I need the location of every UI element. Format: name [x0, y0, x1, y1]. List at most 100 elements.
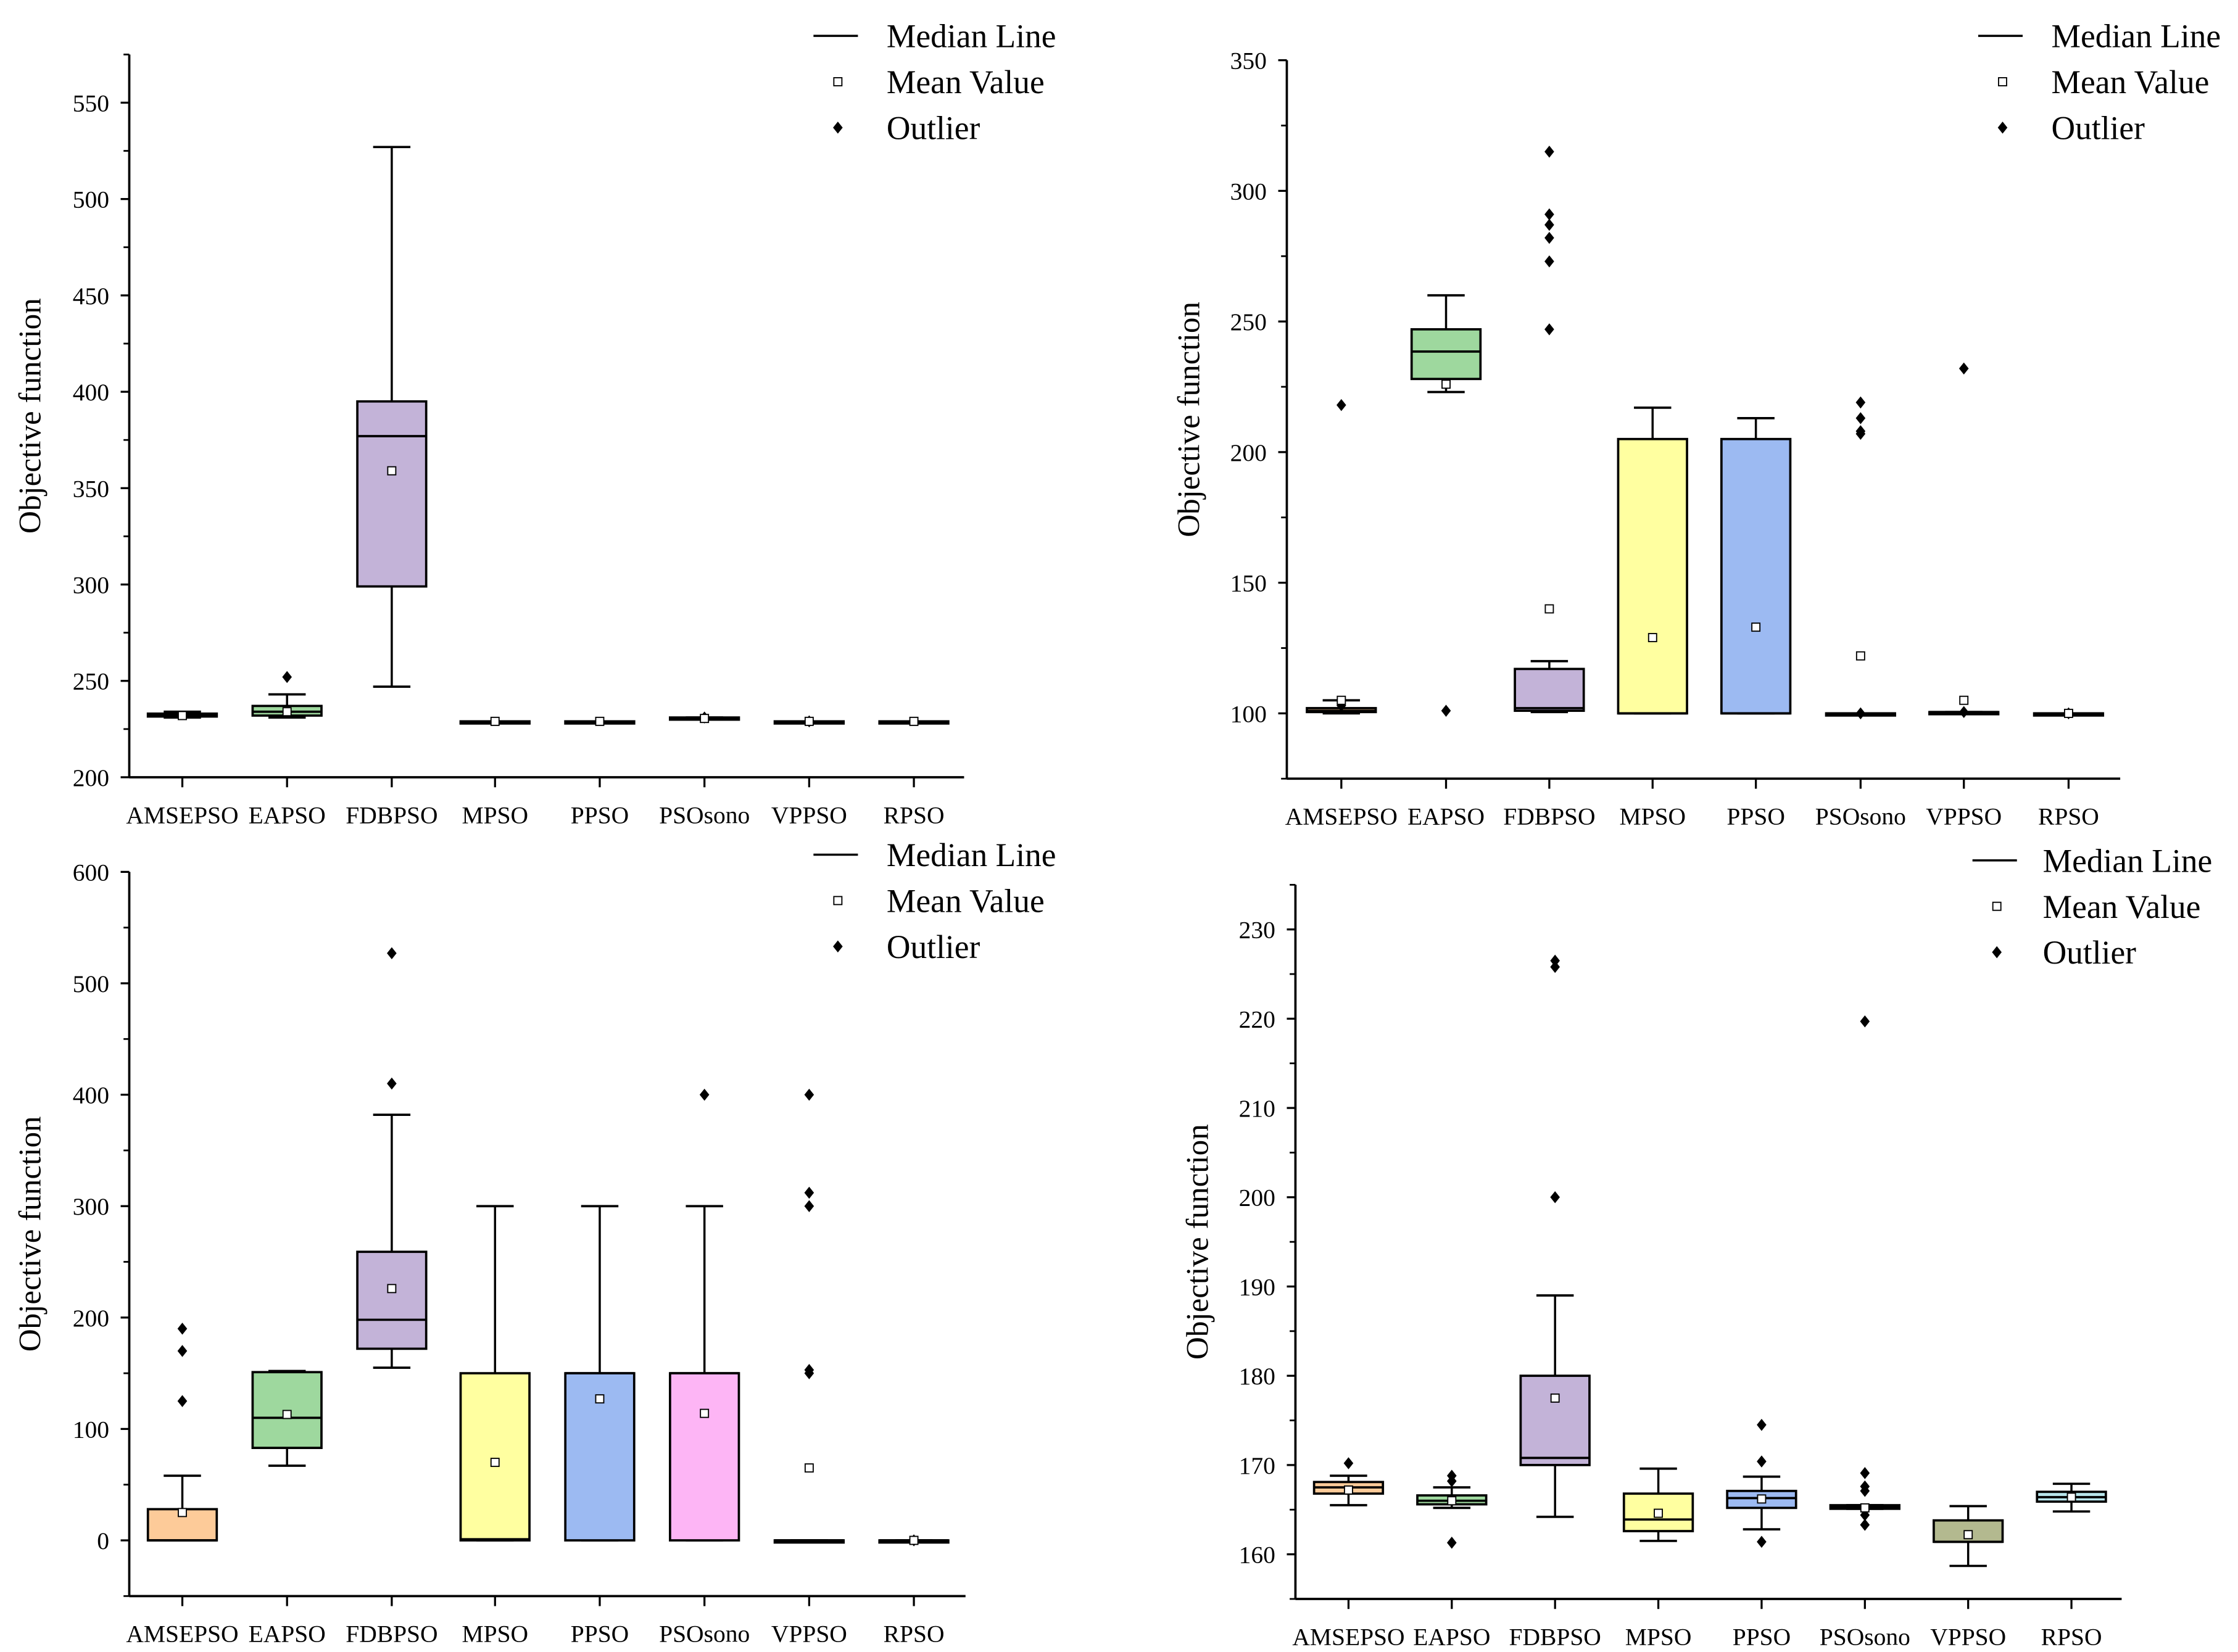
mean-marker	[1654, 1508, 1664, 1518]
outlier-point	[177, 1345, 188, 1357]
mean-marker	[1751, 622, 1761, 632]
legend: Median Line Mean Value Outlier	[1978, 18, 2221, 146]
box-AMSEPSO	[146, 1323, 218, 1542]
box-MPSO	[459, 1205, 531, 1542]
y-tick-label: 200	[1239, 1184, 1275, 1212]
y-axis-label: Objective function	[1172, 302, 1207, 537]
y-tick-label: 190	[1239, 1273, 1275, 1300]
legend-mean-square-icon	[833, 896, 843, 906]
iqr-box	[1720, 437, 1792, 715]
legend-mean-square-icon	[1998, 77, 2007, 86]
mean-marker	[804, 1463, 814, 1473]
mean-marker	[282, 1410, 292, 1419]
outlier-point	[1757, 1535, 1767, 1548]
x-tick-label: AMSEPSO	[126, 1621, 238, 1648]
box-VPPSO	[1928, 362, 2000, 719]
x-tick-label: AMSEPSO	[126, 801, 238, 828]
box-AMSEPSO	[1312, 1457, 1385, 1506]
box-RPSO	[2033, 707, 2105, 720]
outlier-point	[1550, 1191, 1560, 1204]
legend-median-label: Median Line	[887, 836, 1056, 873]
x-tick-label: PSOsono	[659, 801, 750, 828]
mean-marker	[804, 716, 814, 726]
box-PPSO	[1726, 1419, 1797, 1548]
mean-marker	[700, 714, 710, 724]
box-MPSO	[1622, 1467, 1694, 1542]
legend-mean-square-icon	[1992, 901, 2002, 911]
x-tick-label: MPSO	[1625, 1623, 1692, 1650]
y-tick-label: 300	[73, 571, 109, 598]
mean-marker	[1959, 695, 1969, 705]
x-tick-label: RPSO	[2038, 803, 2099, 830]
legend-mean-label: Mean Value	[887, 64, 1045, 101]
outlier-point	[1441, 704, 1451, 717]
outlier-point	[177, 1323, 188, 1335]
outlier-point	[1544, 323, 1554, 336]
legend-median-label: Median Line	[2043, 842, 2213, 879]
mean-marker	[1544, 604, 1554, 614]
box-RPSO	[2036, 1482, 2107, 1513]
outlier-point	[282, 671, 292, 684]
box-EAPSO	[251, 1369, 323, 1467]
legend-outlier-diamond-icon	[833, 940, 843, 953]
legend-outlier-diamond-icon	[1997, 122, 2008, 134]
mean-marker	[1757, 1494, 1767, 1504]
legend-median-label: Median Line	[887, 18, 1056, 55]
y-tick-label: 300	[73, 1193, 109, 1220]
iqr-box	[1519, 1374, 1591, 1466]
y-tick-label: 230	[1239, 917, 1275, 944]
x-tick-label: EAPSO	[249, 801, 326, 828]
iqr-box	[356, 1250, 428, 1350]
box-FDBPSO	[356, 146, 428, 688]
box-MPSO	[459, 716, 531, 726]
y-tick-label: 250	[73, 668, 109, 695]
x-tick-label: FDBPSO	[1509, 1623, 1601, 1650]
legend: Median Line Mean Value Outlier	[813, 836, 1056, 965]
box-AMSEPSO	[146, 710, 218, 721]
outlier-point	[1544, 208, 1554, 221]
mean-marker	[909, 1535, 919, 1545]
outlier-point	[1544, 231, 1554, 244]
box-VPPSO	[1933, 1505, 2004, 1567]
x-tick-label: MPSO	[1619, 803, 1686, 830]
mean-marker	[490, 716, 500, 726]
mean-marker	[1344, 1485, 1353, 1495]
outlier-point	[1447, 1537, 1457, 1549]
mean-marker	[282, 707, 292, 717]
y-tick-label: 100	[1230, 700, 1267, 727]
box-AMSEPSO	[1306, 399, 1377, 715]
mean-marker	[1337, 695, 1346, 705]
outlier-point	[1757, 1455, 1767, 1468]
boxplot-panel-1: 200 250 300 350 400 450 500 550 Objective functi…	[12, 18, 1056, 829]
y-tick-label: 0	[97, 1527, 109, 1555]
mean-marker	[178, 711, 187, 721]
outlier-point	[1860, 1015, 1870, 1028]
legend-median-label: Median Line	[2052, 18, 2221, 55]
x-tick-label: PSOsono	[1815, 803, 1906, 830]
y-tick-label: 250	[1230, 308, 1267, 336]
mean-marker	[2066, 1492, 2076, 1502]
box-RPSO	[878, 1534, 950, 1547]
outlier-point	[1343, 1457, 1354, 1469]
legend-outlier-diamond-icon	[1992, 946, 2002, 959]
mean-marker	[1860, 1503, 1870, 1513]
x-tick-label: MPSO	[462, 1621, 528, 1648]
outlier-point	[1550, 960, 1560, 973]
x-tick-label: AMSEPSO	[1285, 803, 1398, 830]
x-tick-label: FDBPSO	[1503, 803, 1595, 830]
mean-marker	[1550, 1393, 1560, 1403]
outlier-point	[1860, 1467, 1870, 1479]
x-tick-label: VPPSO	[771, 1621, 847, 1648]
mean-marker	[387, 1284, 397, 1294]
x-tick-label: FDBPSO	[346, 801, 437, 828]
mean-marker	[1447, 1496, 1457, 1506]
mean-marker	[909, 716, 919, 726]
legend-mean-label: Mean Value	[887, 882, 1045, 919]
y-tick-label: 500	[73, 186, 109, 213]
box-EAPSO	[251, 671, 323, 719]
y-tick-label: 200	[73, 1305, 109, 1332]
box-PSOsono	[1825, 396, 1896, 720]
mean-marker	[2063, 708, 2073, 718]
box-PSOsono	[669, 711, 740, 724]
outlier-point	[1544, 255, 1554, 268]
